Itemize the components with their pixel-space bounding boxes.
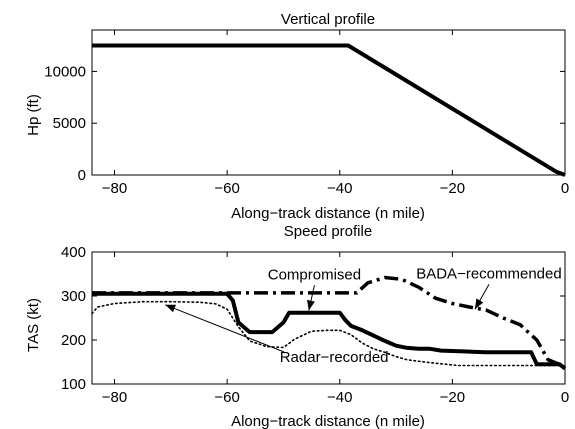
speed-profile-x-tick-label: −60: [214, 389, 239, 406]
annotation-arrowhead: [165, 304, 176, 313]
vertical-profile-x-tick-label: −20: [440, 180, 465, 197]
speed-profile-axes-box: [91, 251, 566, 385]
speed-profile-x-tick-label: −80: [102, 389, 127, 406]
speed-profile-y-tick-label: 200: [61, 332, 86, 349]
speed-profile-x-tick-label: −40: [327, 389, 352, 406]
speed-profile-y-axis-title: TAS (kt): [25, 298, 42, 352]
speed-profile-y-tick-label: 400: [61, 244, 86, 261]
speed-profile-x-tick-label: −20: [440, 389, 465, 406]
annotation-arrowhead: [474, 298, 484, 310]
speed-profile-y-tick-label: 300: [61, 288, 86, 305]
vertical-profile-y-axis-title: Hp (ft): [25, 94, 42, 136]
speed-profile-y-axis-title-group: TAS (kt): [25, 298, 42, 352]
vertical-profile-x-axis-title: Along−track distance (n mile): [231, 205, 425, 222]
vertical-profile-y-tick-label: 5000: [53, 115, 86, 132]
vertical-profile-x-tick-label: −40: [327, 180, 352, 197]
annotation-label: Compromised: [268, 266, 361, 283]
vertical-profile-plot: Vertical profile Hp (ft) Along−track dis…: [25, 11, 569, 222]
speed-profile-y-tick-label: 100: [61, 376, 86, 393]
vertical-profile-x-tick-label: 0: [561, 180, 569, 197]
vertical-profile-title: Vertical profile: [281, 11, 375, 28]
speed-profile-series-radar-recorded-line: [91, 300, 566, 368]
vertical-profile-axes-box: [91, 29, 566, 176]
annotation-arrowhead: [307, 299, 315, 311]
speed-profile-x-tick-label: 0: [561, 389, 569, 406]
speed-profile-x-axis-title: Along−track distance (n mile): [231, 413, 425, 429]
vertical-profile-y-tick-label: 10000: [44, 63, 86, 80]
speed-profile-series-compromised-line: [92, 291, 567, 371]
annotation-label: Radar−recorded: [280, 349, 389, 366]
vertical-profile-x-tick-label: −80: [102, 180, 127, 197]
annotation-arrow-line: [165, 304, 285, 353]
vertical-profile-series-altitude-line: [92, 43, 566, 177]
speed-profile-title: Speed profile: [284, 223, 372, 240]
speed-profile-series-bada-recommended-line: [92, 275, 566, 369]
annotation-label: BADA−recommended: [416, 265, 562, 282]
vertical-profile-y-axis-title-group: Hp (ft): [25, 94, 42, 136]
vertical-profile-y-tick-label: 0: [78, 167, 86, 184]
speed-profile-plot: Speed profile TAS (kt) Along−track dista…: [25, 223, 569, 429]
vertical-profile-x-tick-label: −60: [214, 180, 239, 197]
